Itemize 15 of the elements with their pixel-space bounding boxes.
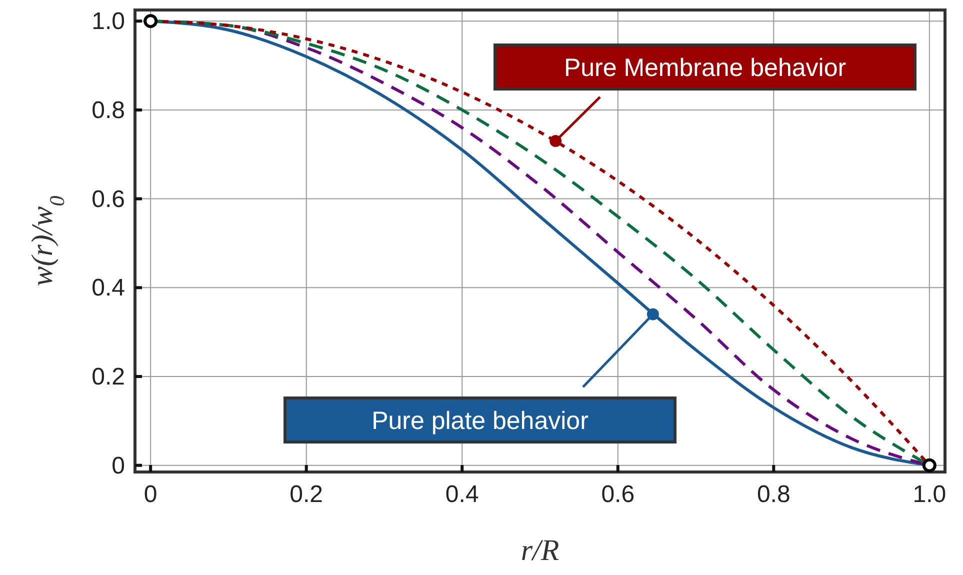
x-tick-label: 0.4 (445, 481, 479, 508)
x-axis-title: r/R (520, 534, 560, 567)
y-tick-label: 1.0 (92, 8, 125, 36)
y-tick-label: 0 (112, 452, 125, 480)
x-tick-label: 0.8 (756, 481, 790, 508)
x-tick-label: 0.2 (290, 481, 324, 508)
annotation: Pure Membrane behavior (564, 54, 846, 82)
x-tick-label: 0 (144, 481, 158, 508)
y-tick-label: 0.6 (92, 186, 125, 213)
annotation: Pure plate behavior (372, 407, 588, 435)
y-tick-label: 0.2 (92, 363, 125, 390)
y-tick-label: 0.8 (92, 96, 125, 124)
x-tick-label: 0.6 (601, 481, 635, 508)
y-tick-label: 0.4 (92, 274, 125, 302)
x-tick-label: 1.0 (912, 481, 946, 508)
